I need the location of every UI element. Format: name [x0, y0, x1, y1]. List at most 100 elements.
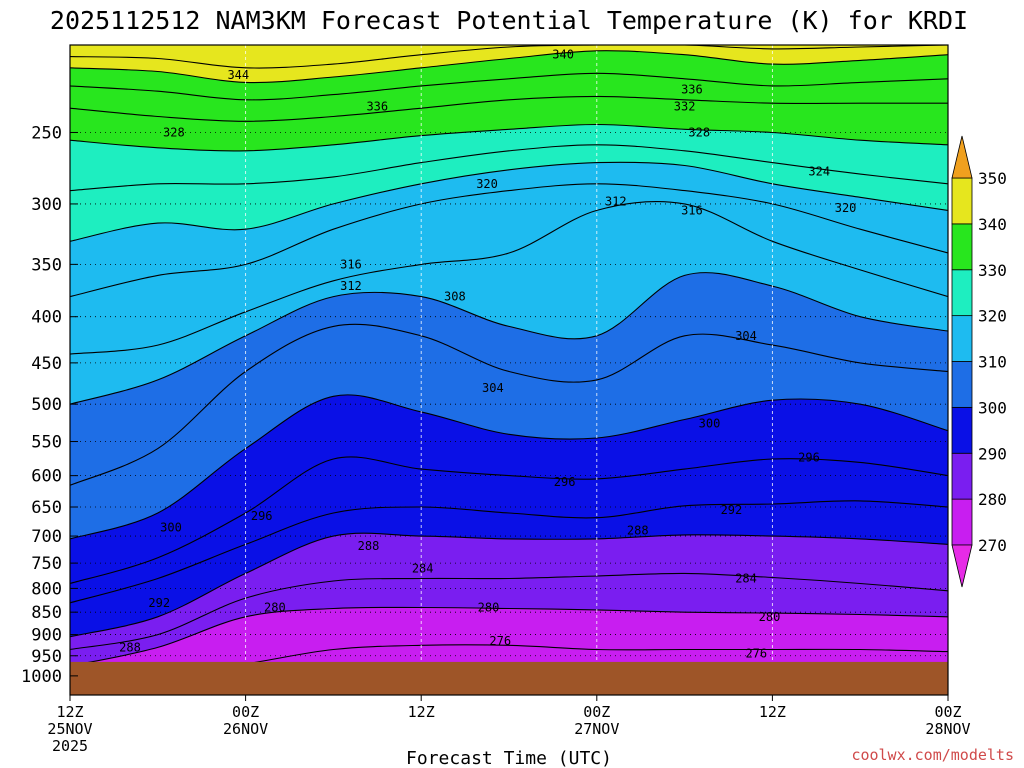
colorbar-label: 310	[978, 353, 1007, 372]
contour-label: 336	[366, 100, 388, 114]
contour-label: 312	[605, 194, 627, 208]
contour-label: 328	[688, 125, 710, 139]
fill-band-346	[70, 45, 948, 69]
contour-label: 308	[444, 290, 466, 304]
contour-label: 296	[798, 451, 820, 465]
contour-label: 312	[340, 279, 362, 293]
x-tick-label: 26NOV	[223, 720, 268, 738]
colorbar-label: 330	[978, 261, 1007, 280]
isentrope-300	[70, 394, 948, 540]
credit-link[interactable]: coolwx.com/modelts	[851, 746, 1014, 764]
x-tick-label: 27NOV	[574, 720, 619, 738]
isentrope-288	[70, 532, 948, 638]
contour-labels: 344 340 336 336 332 328 328 324 320 320 316 312 316 3…	[119, 48, 856, 661]
colorbar-segment	[951, 361, 973, 408]
chart-title: 2025112512 NAM3KM Forecast Potential Tem…	[50, 6, 968, 35]
x-tick-label: 00Z	[583, 703, 610, 721]
colorbar-max-arrow	[951, 135, 973, 179]
x-tick-label: 12Z	[759, 703, 786, 721]
contour-label: 280	[759, 610, 781, 624]
contour-label: 288	[358, 539, 380, 553]
contour-label: 340	[552, 48, 574, 62]
colorbar-label: 320	[978, 307, 1007, 326]
y-tick-label: 900	[31, 626, 62, 646]
contour-label: 300	[160, 521, 182, 535]
y-tick-label: 700	[31, 527, 62, 547]
x-tick-label: 12Z	[56, 703, 83, 721]
ground-layer	[70, 661, 948, 695]
contour-label: 332	[674, 100, 696, 114]
plot-frame	[69, 44, 949, 696]
isentrope-304	[70, 323, 948, 486]
pressure-axis: 250 300 350 400 450 500 550 600 650 700 750 800 850 9…	[21, 123, 78, 687]
contour-label: 296	[251, 509, 273, 523]
isentrope-280	[70, 606, 948, 667]
grid-lines	[70, 45, 948, 695]
colorbar-label: 270	[978, 536, 1007, 555]
colorbar-min-arrow	[951, 544, 973, 588]
y-tick-label: 600	[31, 467, 62, 487]
colorbar-segment	[951, 315, 973, 362]
colorbar-label: 340	[978, 215, 1007, 234]
contour-label: 280	[264, 601, 286, 615]
y-tick-label: 800	[31, 579, 62, 599]
contour-label: 300	[699, 416, 721, 430]
y-tick-label: 500	[31, 395, 62, 415]
contour-label: 276	[489, 634, 511, 648]
y-tick-label: 850	[31, 603, 62, 623]
isentrope-284	[70, 572, 948, 651]
colorbar-segment	[951, 269, 973, 317]
colorbar-label: 280	[978, 490, 1007, 509]
y-tick-label: 950	[31, 647, 62, 667]
y-tick-label: 400	[31, 308, 62, 328]
y-tick-label: 350	[31, 255, 62, 275]
colorbar-label: 290	[978, 444, 1007, 463]
contour-label: 292	[721, 503, 743, 517]
contour-label: 276	[745, 647, 767, 661]
x-tick-label: 12Z	[408, 703, 435, 721]
x-tick-label: 00Z	[232, 703, 259, 721]
x-tick-label: 2025	[52, 737, 88, 755]
contour-label: 344	[227, 68, 249, 82]
isentrope-336	[70, 72, 948, 101]
colorbar-segment	[951, 223, 973, 271]
y-tick-label: 550	[31, 433, 62, 453]
y-tick-label: 250	[31, 123, 62, 143]
contour-label: 288	[119, 640, 141, 654]
colorbar-segment	[951, 177, 973, 225]
isentrope-340	[70, 50, 948, 84]
contour-label: 284	[412, 561, 434, 575]
colorbar-segment	[951, 452, 973, 500]
contour-label: 316	[340, 257, 362, 271]
x-tick-label: 00Z	[934, 703, 961, 721]
y-tick-label: 300	[31, 195, 62, 215]
contour-label: 336	[681, 82, 703, 96]
isentrope-316	[70, 183, 948, 298]
colorbar-label: 300	[978, 398, 1007, 417]
contour-label: 304	[735, 329, 757, 343]
x-axis-label: Forecast Time (UTC)	[406, 748, 612, 768]
contour-label: 288	[627, 523, 649, 537]
contour-label: 320	[476, 177, 498, 191]
y-tick-label: 750	[31, 554, 62, 574]
isentrope-328	[70, 123, 948, 152]
isentrope-332	[70, 95, 948, 122]
contour-label: 324	[808, 164, 830, 178]
isentrope-312	[70, 200, 948, 355]
colorbar-segment	[951, 498, 973, 546]
contour-label: 328	[163, 125, 185, 139]
contour-label: 280	[478, 601, 500, 615]
ground-fill	[70, 661, 948, 695]
isentrope-296	[70, 456, 948, 585]
isentrope-292	[70, 500, 948, 604]
x-tick-label: 28NOV	[925, 720, 970, 738]
y-tick-label: 1000	[21, 667, 62, 687]
contour-label: 296	[554, 475, 576, 489]
isentrope-320	[70, 161, 948, 242]
isentrope-308	[70, 272, 948, 405]
x-tick-label: 25NOV	[47, 720, 92, 738]
isentrope-344	[70, 45, 948, 69]
colorbar: 350 340 330 320 310 300 290 280 270	[951, 135, 1007, 588]
